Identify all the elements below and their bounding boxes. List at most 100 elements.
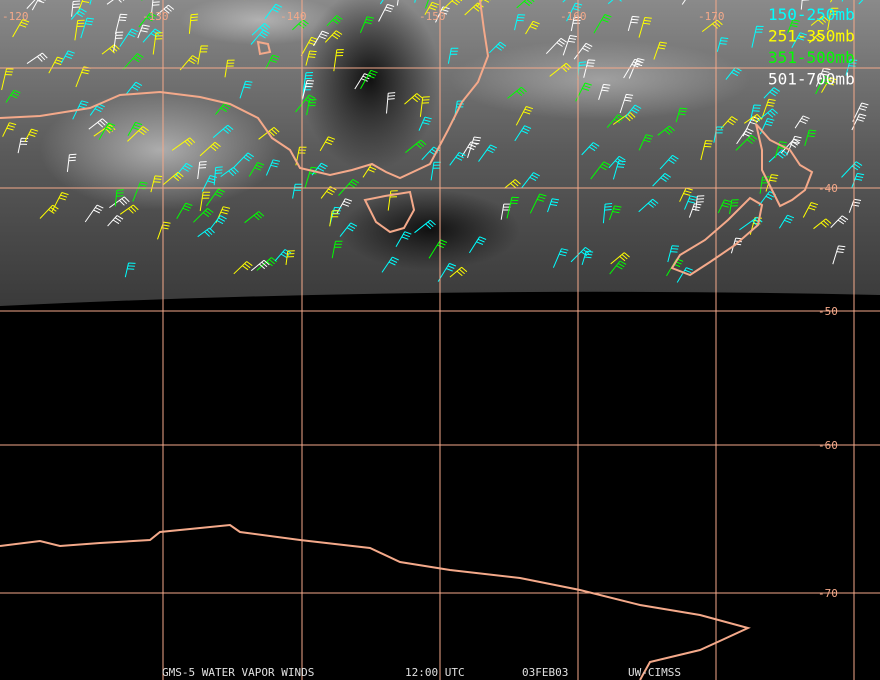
wind-barb [566, 2, 583, 22]
wind-barb [174, 162, 193, 178]
wind-barb [804, 129, 817, 147]
wind-barb [233, 261, 253, 275]
wind-barb [736, 128, 754, 145]
wind-barb [142, 28, 162, 43]
wind-barb [418, 116, 432, 131]
legend-entry: 351-500mb [768, 48, 855, 67]
wind-barb [404, 93, 423, 105]
wind-barb [608, 155, 626, 169]
wind-barb [137, 24, 150, 39]
wind-barb [336, 198, 353, 215]
wind-barb [652, 172, 671, 187]
legend-entry: 251-350mb [768, 27, 855, 46]
wind-barb [467, 136, 482, 158]
wind-barb [201, 175, 218, 192]
wind-barb [329, 210, 340, 227]
wind-barb [197, 45, 209, 65]
wind-barb [612, 112, 636, 125]
wind-barb [122, 53, 144, 70]
wind-barb [716, 37, 729, 52]
wind-barb [778, 214, 795, 229]
wind-barb [598, 83, 611, 100]
wind-barb [794, 115, 810, 129]
wind-barb [265, 54, 280, 70]
wind-barb [258, 127, 280, 140]
wind-barb [810, 15, 829, 26]
wind-barb [478, 144, 498, 162]
wind-barb [435, 6, 450, 23]
wind-barb [827, 7, 839, 30]
wind-barb [405, 139, 427, 153]
wind-barb [573, 42, 593, 60]
latitude-label: -70 [818, 587, 838, 600]
wind-barb [659, 154, 679, 170]
wind-barb [725, 67, 742, 80]
wind-barb [386, 92, 396, 114]
wind-barb [150, 175, 163, 193]
wind-barb [780, 138, 801, 154]
wind-barb [248, 162, 265, 177]
wind-barb [5, 89, 21, 103]
wind-barb [387, 190, 398, 211]
wind-barb [684, 195, 698, 210]
wind-barb [755, 108, 778, 123]
wind-barb [735, 134, 758, 151]
wind-barb [503, 179, 521, 189]
wind-barb [653, 41, 667, 60]
wind-barb [841, 161, 863, 178]
legend-entry: 501-700mb [768, 70, 855, 89]
wind-barb [152, 32, 164, 55]
wind-barb [507, 86, 527, 99]
wind-barb [609, 260, 627, 275]
wind-barb [500, 203, 511, 220]
wind-barb [31, 0, 46, 11]
wind-barb [562, 35, 577, 56]
wind-barb [71, 0, 81, 17]
graticule-labels: -120 -130 -140 -150 -160 -170 -40 -50 -60 -70 [2, 10, 838, 600]
wind-barb [751, 25, 764, 48]
wind-barb [2, 122, 17, 137]
wind-barb [583, 59, 596, 78]
longitude-label: -140 [280, 10, 307, 23]
wind-barb [657, 125, 675, 136]
wind-barb [213, 166, 223, 186]
wind-barb [624, 104, 642, 118]
wind-barb [590, 161, 611, 180]
wind-barb [74, 19, 85, 41]
wind-barb [717, 199, 732, 214]
wind-barb [688, 203, 702, 218]
wind-barb [176, 202, 193, 220]
wind-barb [132, 181, 148, 202]
latitude-label: -40 [818, 182, 838, 195]
wind-barb [39, 204, 59, 219]
wind-barb [304, 166, 319, 188]
wind-barb [581, 250, 594, 266]
wind-barb [250, 259, 270, 272]
wind-barb [311, 162, 328, 176]
wind-barb [489, 41, 507, 54]
wind-barb [720, 116, 738, 129]
wind-barb [577, 61, 587, 81]
wind-barb [529, 193, 547, 214]
wind-barb [453, 100, 465, 121]
wind-barb [701, 19, 723, 32]
wind-barb [421, 146, 440, 161]
wind-barb [638, 134, 654, 151]
wind-barb [430, 161, 441, 181]
wind-barb [113, 31, 124, 52]
latitude-label: -60 [818, 439, 838, 452]
wind-barb [787, 19, 800, 34]
wind-barb [713, 126, 724, 143]
wind-barb [127, 121, 143, 137]
wind-barb [675, 107, 688, 123]
wind-barb [744, 113, 763, 124]
wind-barb [832, 245, 846, 265]
wind-barb [821, 77, 837, 93]
wind-barb [476, 0, 491, 8]
wind-barb [449, 151, 466, 166]
wind-barb [212, 124, 234, 138]
wind-barb [232, 152, 254, 169]
wind-barb [107, 215, 124, 227]
